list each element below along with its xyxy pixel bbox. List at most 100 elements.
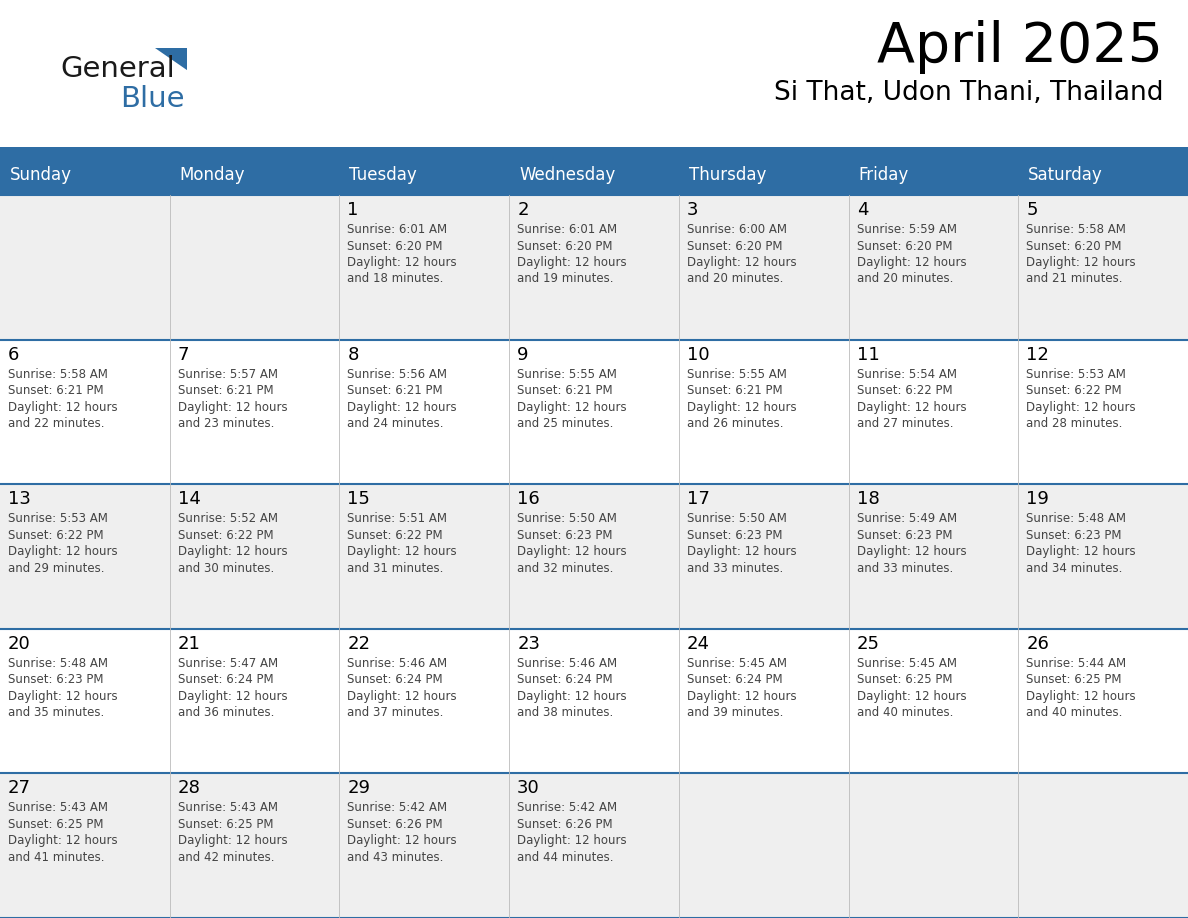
Text: Daylight: 12 hours: Daylight: 12 hours <box>178 545 287 558</box>
Text: and 33 minutes.: and 33 minutes. <box>857 562 953 575</box>
Text: and 18 minutes.: and 18 minutes. <box>347 273 444 285</box>
Text: Sunrise: 5:55 AM: Sunrise: 5:55 AM <box>517 367 617 381</box>
Text: 7: 7 <box>178 345 189 364</box>
Bar <box>848 773 1018 918</box>
Text: Sunrise: 5:42 AM: Sunrise: 5:42 AM <box>347 801 448 814</box>
Bar <box>340 195 510 340</box>
Text: Daylight: 12 hours: Daylight: 12 hours <box>687 689 796 703</box>
Text: Sunset: 6:22 PM: Sunset: 6:22 PM <box>8 529 103 542</box>
Text: Sunrise: 5:46 AM: Sunrise: 5:46 AM <box>517 656 618 670</box>
Text: Sunset: 6:21 PM: Sunset: 6:21 PM <box>8 384 103 397</box>
Text: Daylight: 12 hours: Daylight: 12 hours <box>347 834 457 847</box>
Bar <box>170 484 340 629</box>
Text: 14: 14 <box>178 490 201 509</box>
Text: 29: 29 <box>347 779 371 798</box>
Bar <box>510 773 678 918</box>
Text: 24: 24 <box>687 635 710 653</box>
Text: 30: 30 <box>517 779 539 798</box>
Text: Daylight: 12 hours: Daylight: 12 hours <box>687 256 796 269</box>
Text: 10: 10 <box>687 345 709 364</box>
Text: Sunrise: 5:56 AM: Sunrise: 5:56 AM <box>347 367 448 381</box>
Text: Daylight: 12 hours: Daylight: 12 hours <box>517 256 627 269</box>
Text: 27: 27 <box>8 779 31 798</box>
Text: Daylight: 12 hours: Daylight: 12 hours <box>8 689 118 703</box>
Text: and 20 minutes.: and 20 minutes. <box>687 273 783 285</box>
Text: Sunrise: 5:55 AM: Sunrise: 5:55 AM <box>687 367 786 381</box>
Text: Daylight: 12 hours: Daylight: 12 hours <box>1026 545 1136 558</box>
Text: and 25 minutes.: and 25 minutes. <box>517 417 613 431</box>
Text: and 29 minutes.: and 29 minutes. <box>8 562 105 575</box>
Text: and 24 minutes.: and 24 minutes. <box>347 417 444 431</box>
Bar <box>1018 340 1188 484</box>
Text: and 35 minutes.: and 35 minutes. <box>8 706 105 720</box>
Text: Daylight: 12 hours: Daylight: 12 hours <box>857 400 966 414</box>
Bar <box>848 195 1018 340</box>
Text: Sunset: 6:23 PM: Sunset: 6:23 PM <box>687 529 783 542</box>
Text: Sunset: 6:20 PM: Sunset: 6:20 PM <box>517 240 613 252</box>
Text: Sunset: 6:23 PM: Sunset: 6:23 PM <box>1026 529 1121 542</box>
Text: Daylight: 12 hours: Daylight: 12 hours <box>347 545 457 558</box>
Text: Sunrise: 5:50 AM: Sunrise: 5:50 AM <box>687 512 786 525</box>
Text: 11: 11 <box>857 345 879 364</box>
Text: Daylight: 12 hours: Daylight: 12 hours <box>517 400 627 414</box>
Text: Sunset: 6:23 PM: Sunset: 6:23 PM <box>8 673 103 687</box>
Text: and 21 minutes.: and 21 minutes. <box>1026 273 1123 285</box>
Text: Sunset: 6:24 PM: Sunset: 6:24 PM <box>178 673 273 687</box>
Text: 25: 25 <box>857 635 879 653</box>
Text: Daylight: 12 hours: Daylight: 12 hours <box>687 545 796 558</box>
Bar <box>1018 773 1188 918</box>
Text: Daylight: 12 hours: Daylight: 12 hours <box>347 256 457 269</box>
Text: 20: 20 <box>8 635 31 653</box>
Text: 8: 8 <box>347 345 359 364</box>
Bar <box>510 340 678 484</box>
Text: Sunrise: 5:50 AM: Sunrise: 5:50 AM <box>517 512 617 525</box>
Text: Daylight: 12 hours: Daylight: 12 hours <box>178 834 287 847</box>
Text: Sunset: 6:24 PM: Sunset: 6:24 PM <box>347 673 443 687</box>
Text: 6: 6 <box>8 345 19 364</box>
Text: Daylight: 12 hours: Daylight: 12 hours <box>347 689 457 703</box>
Text: Sunset: 6:21 PM: Sunset: 6:21 PM <box>687 384 783 397</box>
Bar <box>0 773 170 918</box>
Text: Friday: Friday <box>859 166 909 184</box>
Text: 26: 26 <box>1026 635 1049 653</box>
Bar <box>510 629 678 773</box>
Text: Sunrise: 5:49 AM: Sunrise: 5:49 AM <box>857 512 956 525</box>
Text: Sunset: 6:26 PM: Sunset: 6:26 PM <box>517 818 613 831</box>
Text: Daylight: 12 hours: Daylight: 12 hours <box>857 256 966 269</box>
Bar <box>0 155 1188 195</box>
Text: Sunrise: 5:51 AM: Sunrise: 5:51 AM <box>347 512 448 525</box>
Polygon shape <box>154 48 187 70</box>
Text: and 38 minutes.: and 38 minutes. <box>517 706 613 720</box>
Text: and 26 minutes.: and 26 minutes. <box>687 417 783 431</box>
Bar <box>170 340 340 484</box>
Text: and 28 minutes.: and 28 minutes. <box>1026 417 1123 431</box>
Bar <box>170 629 340 773</box>
Text: Sunrise: 5:59 AM: Sunrise: 5:59 AM <box>857 223 956 236</box>
Text: Sunrise: 5:46 AM: Sunrise: 5:46 AM <box>347 656 448 670</box>
Text: General: General <box>61 55 175 83</box>
Text: 19: 19 <box>1026 490 1049 509</box>
Text: 3: 3 <box>687 201 699 219</box>
Bar <box>340 340 510 484</box>
Text: and 19 minutes.: and 19 minutes. <box>517 273 614 285</box>
Bar <box>170 195 340 340</box>
Text: and 40 minutes.: and 40 minutes. <box>1026 706 1123 720</box>
Bar <box>848 629 1018 773</box>
Text: and 33 minutes.: and 33 minutes. <box>687 562 783 575</box>
Text: Sunset: 6:22 PM: Sunset: 6:22 PM <box>347 529 443 542</box>
Text: Sunset: 6:21 PM: Sunset: 6:21 PM <box>347 384 443 397</box>
Bar <box>678 629 848 773</box>
Text: Sunrise: 5:43 AM: Sunrise: 5:43 AM <box>8 801 108 814</box>
Text: 22: 22 <box>347 635 371 653</box>
Text: Sunrise: 6:00 AM: Sunrise: 6:00 AM <box>687 223 786 236</box>
Text: and 27 minutes.: and 27 minutes. <box>857 417 953 431</box>
Bar <box>510 195 678 340</box>
Bar <box>0 340 170 484</box>
Text: Daylight: 12 hours: Daylight: 12 hours <box>8 545 118 558</box>
Text: Sunset: 6:20 PM: Sunset: 6:20 PM <box>1026 240 1121 252</box>
Text: Daylight: 12 hours: Daylight: 12 hours <box>178 689 287 703</box>
Bar <box>1018 629 1188 773</box>
Text: Sunrise: 6:01 AM: Sunrise: 6:01 AM <box>347 223 448 236</box>
Text: Daylight: 12 hours: Daylight: 12 hours <box>857 545 966 558</box>
Text: Sunrise: 5:58 AM: Sunrise: 5:58 AM <box>1026 223 1126 236</box>
